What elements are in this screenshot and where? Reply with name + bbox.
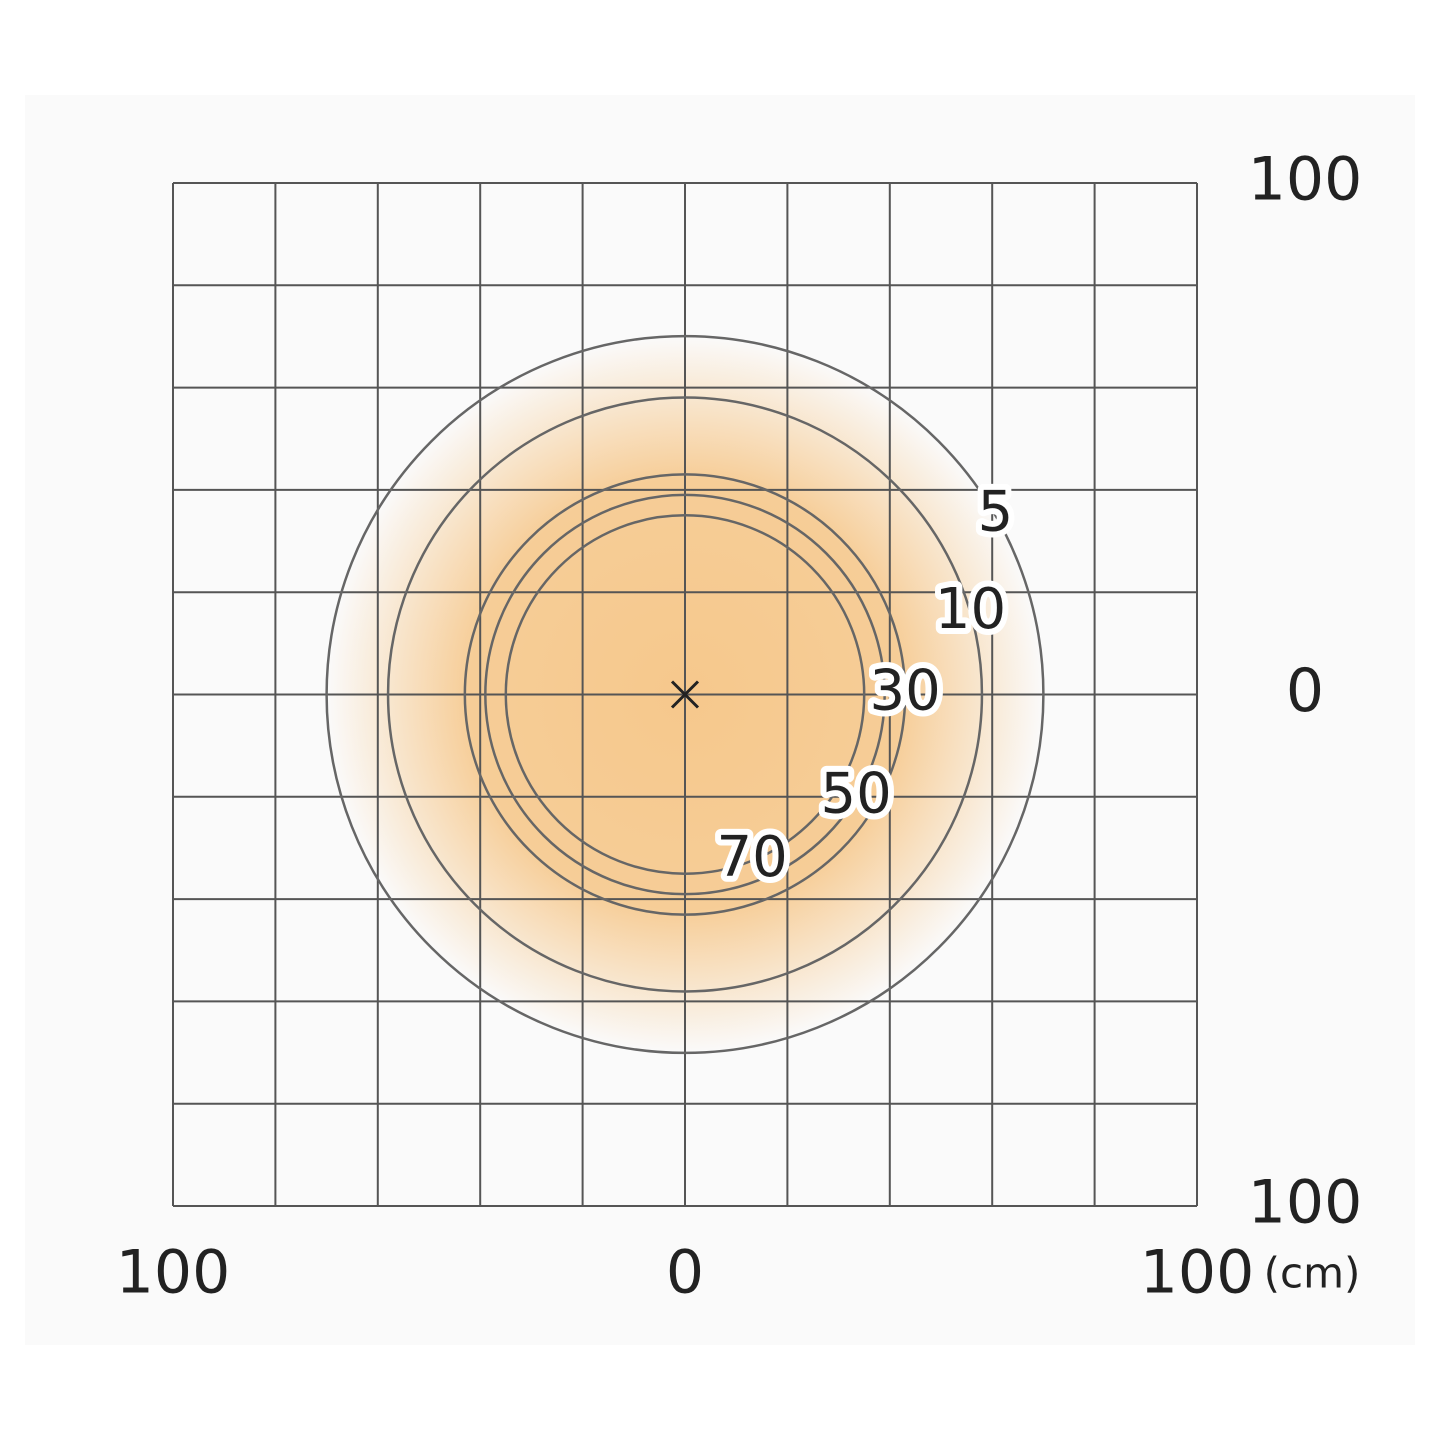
center-marker — [670, 680, 700, 709]
contour-line — [325, 334, 1045, 1055]
contour-label: 50 — [821, 761, 892, 826]
y-tick-label: 100 — [1248, 1168, 1363, 1238]
contour-label: 30 — [870, 659, 941, 724]
y-tick-label: 100 — [1248, 145, 1363, 215]
y-tick-label: 0 — [1286, 656, 1324, 726]
unit-label: (cm) — [1264, 1249, 1361, 1298]
contour-line — [386, 396, 984, 993]
contour-label: 10 — [935, 577, 1006, 642]
contour-label: 70 — [716, 825, 787, 890]
contour-line — [484, 493, 886, 896]
contour-line — [463, 473, 907, 916]
contour-line — [504, 514, 866, 875]
x-tick-label: 100 — [1140, 1238, 1255, 1308]
x-tick-label: 100 — [116, 1238, 231, 1308]
contour-label: 5 — [978, 479, 1014, 544]
x-tick-label: 0 — [666, 1238, 704, 1308]
